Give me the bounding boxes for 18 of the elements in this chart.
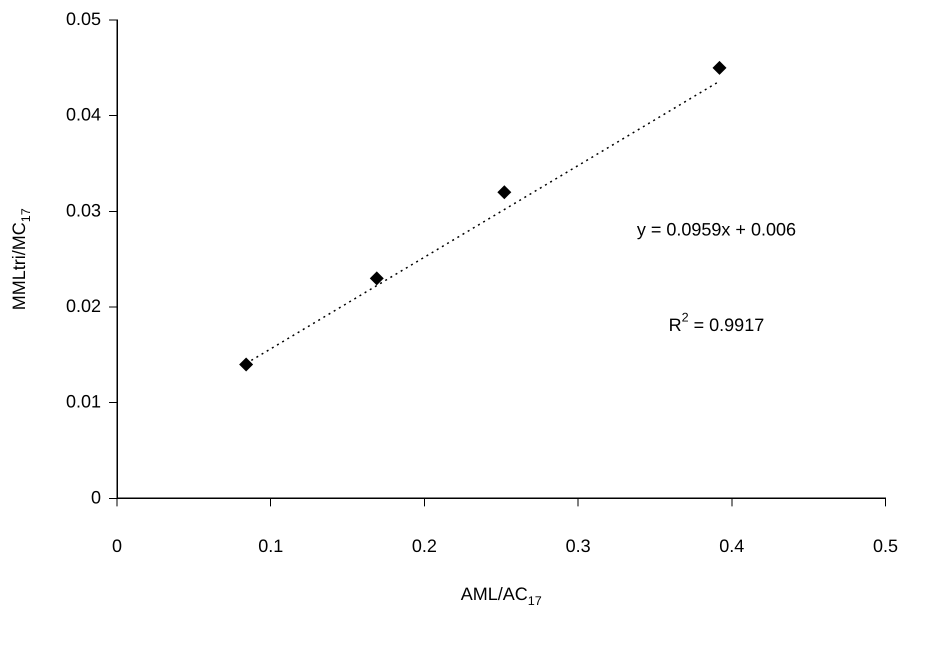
y-tick-label: 0.04 xyxy=(66,104,102,125)
point xyxy=(370,271,384,286)
point xyxy=(239,357,254,372)
x-tick-label: 0.2 xyxy=(412,536,437,556)
x-tick-label: 0.4 xyxy=(719,536,744,556)
y-tick-label: 0.03 xyxy=(66,200,102,220)
x-tick-label: 0 xyxy=(112,536,122,556)
y-tick-label: 0.02 xyxy=(66,296,102,316)
y-tick-label: 0 xyxy=(91,487,102,508)
y-tick-label: 0.05 xyxy=(66,8,102,29)
annotation: y = 0.0959x + 0.006 xyxy=(636,219,796,240)
x-tick-label: 0.5 xyxy=(872,536,898,556)
y-axis-title: MMLtri/MC17 xyxy=(8,208,33,310)
x-tick-label: 0.1 xyxy=(258,536,284,556)
x-tick-label: 0.3 xyxy=(566,536,591,556)
point xyxy=(497,185,512,200)
y-tick-label: 0.01 xyxy=(66,392,102,412)
point xyxy=(712,60,727,75)
